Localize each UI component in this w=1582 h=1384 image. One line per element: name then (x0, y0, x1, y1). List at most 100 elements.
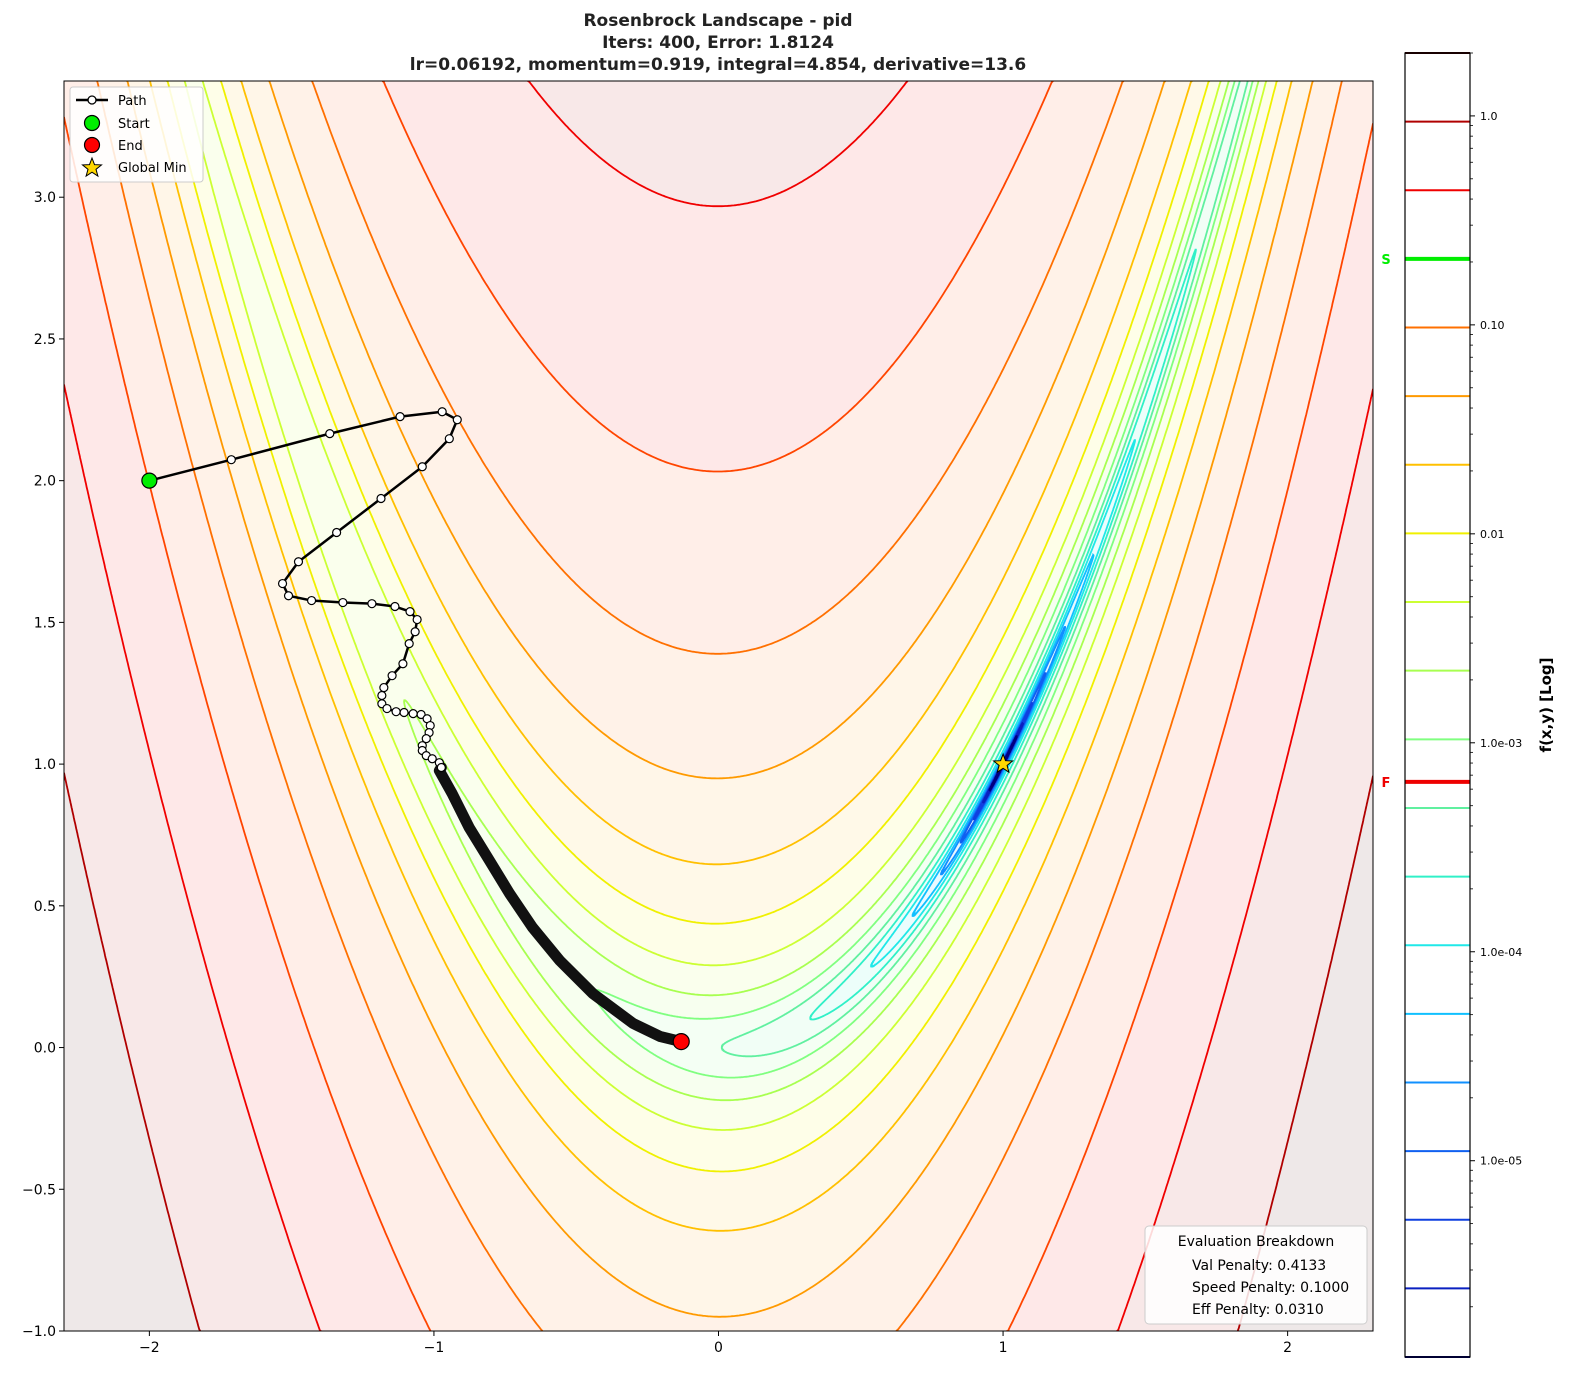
contour-line-15 (940, 626, 1066, 876)
path-point (367, 599, 377, 609)
colorbar-background (1405, 53, 1470, 1357)
markers (141, 472, 1014, 1051)
start-marker (141, 472, 158, 489)
path-point (408, 709, 418, 719)
colorbar-frame (1404, 52, 1471, 1358)
contour-line-11 (720, 81, 1249, 1058)
path-point (399, 707, 409, 718)
y-tick-label: −1.0 (22, 1324, 56, 1340)
end-marker (672, 1033, 690, 1051)
eff-penalty: Eff Penalty: 0.0310 (1192, 1302, 1324, 1318)
path-point (417, 462, 427, 472)
colorbar-markers: SF (1381, 253, 1470, 791)
path-point (410, 627, 420, 637)
contour-fill-4 (64, 81, 1373, 1331)
path-point (427, 754, 437, 764)
legend-label-path: Path (118, 94, 147, 109)
path-point (377, 690, 387, 701)
path-point (395, 412, 405, 422)
chart-title-line-3: lr=0.06192, momentum=0.919, integral=4.8… (410, 55, 1026, 75)
path-point (277, 578, 288, 589)
y-tick-label: 3.0 (34, 190, 56, 206)
path-dense-segment (433, 762, 687, 1048)
contour-line-4-lower (96, 81, 1343, 1331)
x-tick-label: −1 (424, 1340, 445, 1356)
y-tick-label: 0.5 (34, 899, 56, 915)
evaluation-box-frame (1144, 1225, 1368, 1325)
colorbar-tick-label: 1.0 (1480, 110, 1498, 123)
contour-line-6-upper (239, 81, 1193, 866)
y-tick-label: 1.5 (34, 615, 56, 631)
path-point (412, 614, 422, 625)
legend-label-end: End (118, 139, 143, 154)
y-tick-label: −0.5 (22, 1182, 56, 1198)
contour-line-12 (809, 248, 1197, 1021)
contour-line-10 (591, 81, 1254, 1079)
colorbar-tick-label: 1.0e-03 (1480, 737, 1522, 750)
contour-line-7-upper (219, 81, 1211, 925)
x-tick-label: 2 (1283, 1340, 1292, 1356)
contour-line-1-lower (64, 772, 1373, 1331)
colorbar-start-marker-label: S (1381, 253, 1390, 268)
path-point (436, 762, 446, 773)
path-point (398, 659, 408, 669)
legend-start-marker (83, 114, 101, 132)
evaluation-breakdown-box: Evaluation Breakdown Val Penalty: 0.4133… (1144, 1225, 1368, 1325)
chart-title-line-2: Iters: 400, Error: 1.8124 (602, 33, 834, 53)
path-point (306, 595, 317, 606)
path-point (226, 455, 236, 465)
path-point (283, 591, 294, 601)
speed-penalty: Speed Penalty: 0.1000 (1192, 1280, 1349, 1296)
contour-line-13 (870, 439, 1136, 968)
colorbar-ticks: 1.0 0.10 0.01 1.0e-03 1.0e-04 1.0e-05 (1470, 52, 1522, 1308)
colorbar: SF 1.00.100.011.0e-031.0e-041.0e-05 f(x,… (1381, 52, 1555, 1358)
path-point (387, 671, 397, 681)
path-point (382, 703, 392, 714)
global-min-star (992, 752, 1014, 774)
legend: Path Start End Global Min (69, 86, 204, 183)
legend-label-start: Start (118, 117, 150, 132)
chart-title-line-1: Rosenbrock Landscape - pid (583, 11, 852, 31)
path-point (379, 682, 389, 693)
path-point (338, 597, 348, 608)
path-point (437, 407, 447, 417)
colorbar-tick-label: 1.0e-05 (1480, 1155, 1522, 1168)
contour-line-8 (183, 81, 1268, 1131)
path-point (444, 434, 454, 444)
contour-fill-7 (64, 81, 1373, 1172)
evaluation-box-title: Evaluation Breakdown (1178, 1234, 1334, 1250)
path-point (325, 429, 335, 439)
contour-line-6-lower (149, 81, 1293, 1232)
contour-line-2-upper (527, 81, 909, 208)
contour-line-5-upper (268, 81, 1166, 780)
y-tick-label: 1.0 (34, 757, 56, 773)
x-tick-label: −2 (139, 1340, 160, 1356)
path-point (391, 707, 401, 717)
legend-path-marker (87, 95, 97, 105)
contour-line-3-upper (381, 81, 1054, 473)
colorbar-final-marker-label: F (1382, 776, 1391, 791)
legend-end-marker (83, 136, 101, 154)
colorbar-tick-label: 1.0e-04 (1480, 946, 1522, 959)
colorbar-tick-label: 0.01 (1480, 528, 1505, 541)
optimizer-path (144, 407, 687, 1048)
path-point (421, 733, 431, 744)
y-tick-label: 2.0 (34, 474, 56, 490)
contour-lines (64, 81, 1373, 1331)
path-point (332, 527, 342, 538)
y-axis: −1.0 −0.5 0.0 0.5 1.0 1.5 2.0 2.5 3.0 (22, 190, 64, 1340)
colorbar-label: f(x,y) [Log] (1537, 658, 1555, 753)
y-tick-label: 2.5 (34, 332, 56, 348)
x-tick-label: 1 (999, 1340, 1008, 1356)
path-point (404, 639, 414, 649)
contour-fill-9 (404, 81, 1373, 1101)
path-point (452, 415, 462, 425)
path-point (376, 493, 386, 504)
legend-star-icon (81, 156, 103, 178)
legend-label-global-min: Global Min (118, 161, 187, 176)
legend-frame (69, 86, 204, 183)
x-axis: −2 −1 0 1 2 (139, 1331, 1292, 1356)
y-tick-label: 0.0 (34, 1041, 56, 1057)
contour-line-2-lower (64, 384, 1373, 1331)
